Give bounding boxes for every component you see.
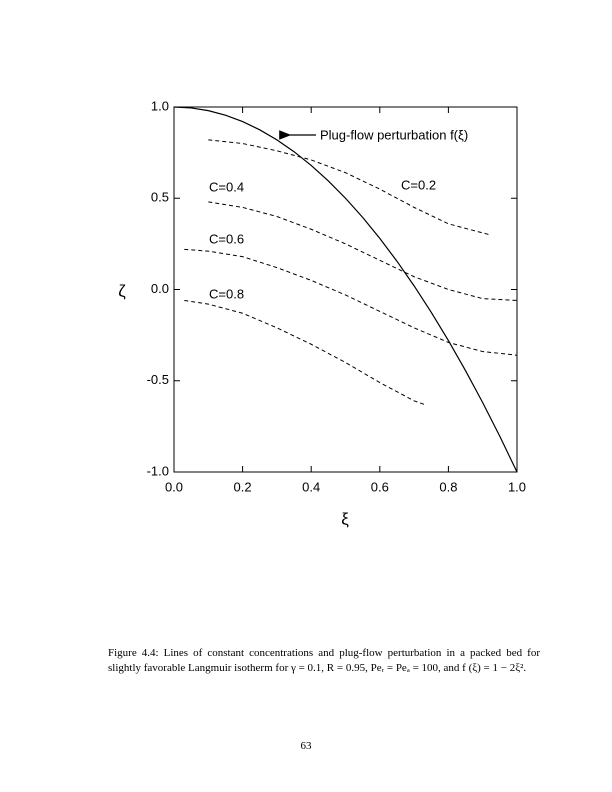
x-tick-label: 1.0 — [508, 479, 526, 494]
series-label: Plug-flow perturbation f(ξ) — [320, 127, 468, 142]
series-label: C=0.4 — [209, 179, 244, 194]
x-tick-label: 0.6 — [371, 479, 389, 494]
y-tick-label: 0.5 — [151, 190, 169, 205]
series-line — [184, 299, 425, 405]
series-line — [173, 106, 518, 473]
x-tick-label: 0.0 — [165, 479, 183, 494]
series-label: C=0.6 — [209, 231, 244, 246]
chart: ξ ζ Plug-flow perturbation f(ξ) C=0.2 C=… — [118, 98, 526, 528]
series-line — [208, 139, 490, 236]
y-tick-label: 1.0 — [151, 98, 169, 113]
y-tick-label: -0.5 — [147, 372, 169, 387]
x-tick-label: 0.4 — [302, 479, 320, 494]
x-tick-label: 0.8 — [439, 479, 457, 494]
y-tick-label: -1.0 — [147, 463, 169, 478]
series-label: C=0.2 — [401, 177, 436, 192]
page-number: 63 — [300, 740, 312, 752]
y-tick-label: 0.0 — [151, 281, 169, 296]
y-axis-label: ζ — [118, 281, 126, 300]
figure-caption: Figure 4.4: Lines of constant concentrat… — [108, 647, 540, 674]
series-line — [184, 248, 518, 356]
x-axis-label: ξ — [341, 509, 349, 528]
x-tick-label: 0.2 — [234, 479, 252, 494]
series-label: C=0.8 — [209, 286, 244, 301]
series-line — [208, 201, 518, 301]
